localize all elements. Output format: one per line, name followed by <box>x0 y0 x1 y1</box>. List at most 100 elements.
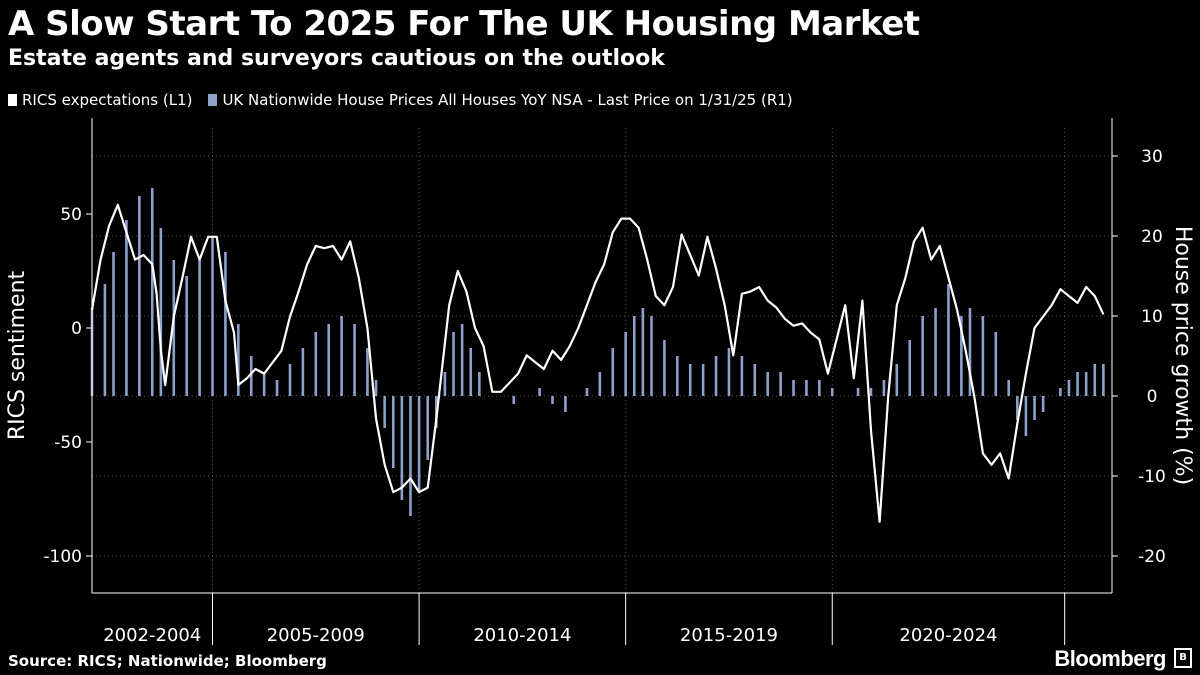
period-label: 2020-2024 <box>899 625 997 646</box>
price-growth-bar <box>1067 380 1071 396</box>
price-growth-bar <box>895 364 899 396</box>
price-growth-bar <box>374 380 378 396</box>
legend-item-nationwide: UK Nationwide House Prices All Houses Yo… <box>208 91 793 109</box>
right-axis-title: House price growth (%) <box>1170 226 1195 485</box>
price-growth-bar <box>663 340 666 396</box>
price-growth-bar <box>598 372 602 396</box>
price-growth-bar <box>353 324 356 396</box>
right-tick-label: 10 <box>1141 307 1163 327</box>
price-growth-bar <box>1007 380 1011 396</box>
left-tick-label: -100 <box>43 547 82 567</box>
price-growth-bar <box>112 252 115 396</box>
chart-subtitle: Estate agents and surveyors cautious on … <box>8 46 665 71</box>
price-growth-bar <box>688 364 692 396</box>
line-series <box>90 203 1105 523</box>
price-growth-bar <box>856 388 860 396</box>
legend-label-rics: RICS expectations (L1) <box>22 91 193 109</box>
rics-expectations-line <box>90 203 1105 523</box>
price-growth-bar <box>676 356 679 396</box>
axes: 50 0 -50 -100 30 20 10 0 -10 -20 RICS sentiment Hou… <box>5 118 1195 646</box>
price-growth-bar <box>830 388 834 396</box>
left-axis-title: RICS sentiment <box>5 270 30 440</box>
period-label: 2010-2014 <box>473 625 571 646</box>
price-growth-bar <box>275 380 279 396</box>
price-growth-bar <box>103 284 107 396</box>
source-note: Source: RICS; Nationwide; Bloomberg <box>8 652 327 670</box>
price-growth-bar <box>150 188 154 396</box>
grid <box>92 128 1112 593</box>
price-growth-bar <box>882 380 886 396</box>
period-label: 2002-2004 <box>103 625 201 646</box>
price-growth-bar <box>125 220 128 396</box>
price-growth-bar <box>551 396 554 404</box>
price-growth-bar <box>921 316 924 396</box>
legend-item-rics: RICS expectations (L1) <box>8 91 192 109</box>
price-growth-bar <box>611 348 615 396</box>
price-growth-bar <box>198 260 201 396</box>
bar-series <box>90 188 1105 516</box>
price-growth-bar <box>391 396 395 468</box>
price-growth-bar <box>185 276 188 396</box>
price-growth-bar <box>805 380 808 396</box>
price-growth-bar <box>981 316 985 396</box>
price-growth-bar <box>994 332 998 396</box>
legend-swatch-rics <box>8 94 17 106</box>
price-growth-bar <box>478 372 481 396</box>
price-growth-bar <box>138 196 141 396</box>
price-growth-bar <box>1102 364 1105 396</box>
price-growth-bar <box>779 372 782 396</box>
price-growth-bar <box>1084 372 1088 396</box>
price-growth-bar <box>460 324 464 396</box>
price-growth-bar <box>249 356 253 396</box>
price-growth-bar <box>538 388 541 396</box>
price-growth-bar <box>383 396 386 428</box>
price-growth-bar <box>818 380 821 396</box>
left-tick-label: 50 <box>60 205 82 225</box>
price-growth-bar <box>1076 372 1079 396</box>
price-growth-bar <box>426 396 429 460</box>
price-growth-bar <box>632 316 636 396</box>
price-growth-bar <box>1024 396 1028 436</box>
legend-swatch-nationwide <box>208 94 218 106</box>
right-tick-label: 20 <box>1141 227 1163 247</box>
legend: RICS expectations (L1) UK Nationwide Hou… <box>8 91 793 109</box>
price-growth-bar <box>740 356 744 396</box>
price-growth-bar <box>417 396 421 492</box>
price-growth-bar <box>172 260 176 396</box>
price-growth-bar <box>934 308 937 396</box>
period-label: 2015-2019 <box>680 625 778 646</box>
right-tick-label: 30 <box>1141 147 1163 167</box>
price-growth-bar <box>1033 396 1036 420</box>
price-growth-bar <box>727 348 731 396</box>
price-growth-bar <box>340 316 343 396</box>
price-growth-bar <box>766 372 769 396</box>
right-tick-label: -20 <box>1138 547 1166 567</box>
price-growth-bar <box>1093 364 1097 396</box>
price-growth-bar <box>701 364 705 396</box>
price-growth-bar <box>1059 388 1062 396</box>
price-growth-bar <box>960 316 963 396</box>
bloomberg-mark-icon: B <box>1174 648 1192 668</box>
price-growth-bar <box>650 316 653 396</box>
price-growth-bar <box>564 396 567 412</box>
price-growth-bar <box>224 252 227 396</box>
price-growth-bar <box>366 348 369 396</box>
price-growth-bar <box>1041 396 1045 412</box>
price-growth-bar <box>452 332 455 396</box>
right-tick-label: 0 <box>1147 387 1158 407</box>
legend-label-nationwide: UK Nationwide House Prices All Houses Yo… <box>222 91 793 109</box>
price-growth-bar <box>641 308 645 396</box>
price-growth-bar <box>792 380 795 396</box>
price-growth-bar <box>159 228 163 396</box>
price-growth-bar <box>624 332 627 396</box>
price-growth-bar <box>512 396 516 404</box>
price-growth-bar <box>585 388 589 396</box>
price-growth-bar <box>211 236 214 396</box>
price-growth-bar <box>443 372 447 396</box>
price-growth-bar <box>327 324 331 396</box>
price-growth-bar <box>753 364 757 396</box>
price-growth-bar <box>1016 396 1019 420</box>
price-growth-bar <box>314 332 318 396</box>
price-growth-bar <box>968 308 972 396</box>
bloomberg-logo: Bloomberg <box>1054 646 1166 671</box>
